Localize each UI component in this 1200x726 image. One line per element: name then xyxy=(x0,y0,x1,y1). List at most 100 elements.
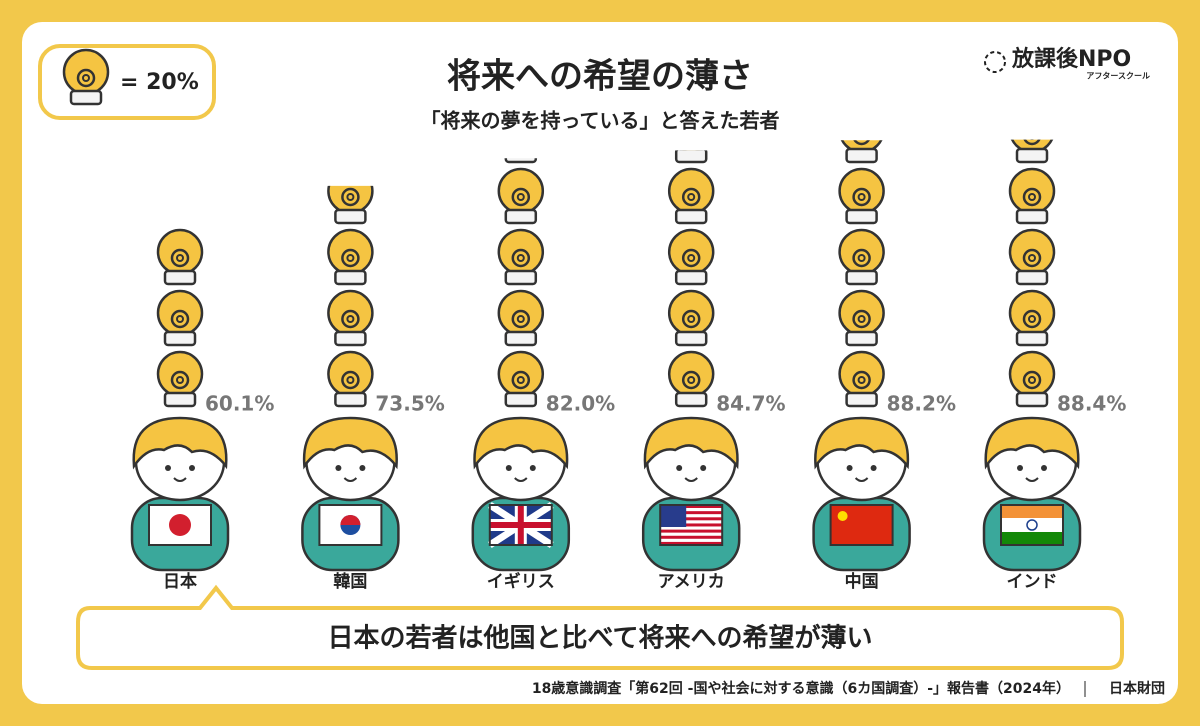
bulb-base xyxy=(674,150,708,164)
bulb-glass xyxy=(667,350,715,398)
bulb-base xyxy=(334,208,367,225)
bulb-base xyxy=(163,391,197,408)
flag-part xyxy=(660,541,723,545)
category-label: 中国 xyxy=(845,571,879,592)
child xyxy=(130,416,230,572)
flag xyxy=(318,504,383,546)
filament xyxy=(341,309,360,329)
bulb-base xyxy=(69,89,103,106)
bulb-stack xyxy=(667,150,715,408)
filament-core xyxy=(857,376,866,384)
bulb-glass xyxy=(327,228,374,276)
child xyxy=(812,416,911,572)
filament xyxy=(852,309,871,329)
flag-part xyxy=(660,529,723,533)
eye xyxy=(1041,465,1047,471)
filament xyxy=(511,309,531,329)
category-label: イギリス xyxy=(487,572,555,592)
filament xyxy=(681,248,701,268)
bulb-glass xyxy=(156,350,204,398)
filament xyxy=(681,309,701,329)
flag-part xyxy=(660,505,687,527)
flag-border xyxy=(318,504,383,546)
category-label: アメリカ xyxy=(658,572,725,592)
bulb-base xyxy=(504,330,538,347)
child xyxy=(301,416,400,572)
filament-core xyxy=(516,315,525,323)
bulb-base xyxy=(334,330,367,347)
chart-subtitle: 「将来の夢を持っている」と答えた若者 xyxy=(421,109,780,133)
bulb-base xyxy=(845,269,878,286)
mouth xyxy=(684,477,698,482)
legend-label: = 20% xyxy=(120,70,199,95)
filament-core xyxy=(687,193,696,201)
bulb-base xyxy=(334,391,367,408)
bulb-glass xyxy=(1008,167,1056,215)
publisher: 日本財団 xyxy=(1109,680,1165,697)
eye xyxy=(505,465,512,471)
eye xyxy=(359,465,366,471)
eye xyxy=(700,465,707,471)
partial-bulb xyxy=(840,140,883,164)
bulb-glass xyxy=(838,289,885,337)
bulb-base xyxy=(845,330,878,347)
value-label: 88.4% xyxy=(1057,392,1126,416)
filament-core xyxy=(516,376,525,384)
flag-part xyxy=(660,523,723,527)
filament xyxy=(1022,248,1042,268)
filament xyxy=(76,68,96,88)
filament xyxy=(341,248,360,268)
filament xyxy=(681,187,701,207)
bulb-base xyxy=(163,330,197,347)
filament xyxy=(170,248,190,268)
callout: 日本の若者は他国と比べて将来への希望が薄い xyxy=(328,623,873,654)
bulb-stack xyxy=(327,185,374,408)
filament-core xyxy=(857,315,866,323)
flag-border xyxy=(829,504,894,546)
partial-bulb xyxy=(327,185,374,225)
filament-core xyxy=(176,315,184,323)
flag xyxy=(148,504,212,546)
flag-border xyxy=(1000,504,1064,546)
bulb-base xyxy=(504,208,538,225)
filament-core xyxy=(176,254,184,262)
filament xyxy=(511,248,531,268)
hair xyxy=(643,416,739,470)
filament-core xyxy=(857,193,866,201)
bulb-base xyxy=(163,269,197,286)
hair xyxy=(302,416,398,470)
bulb-base xyxy=(845,208,878,225)
filament-core xyxy=(1028,376,1036,384)
filament-core xyxy=(1028,254,1036,262)
filament-core xyxy=(346,193,355,201)
bulb-glass xyxy=(62,48,110,96)
bulb-glass xyxy=(838,228,885,276)
bulb-base xyxy=(1015,269,1049,286)
filament xyxy=(681,370,701,390)
bulb-base xyxy=(334,269,367,286)
mouth xyxy=(1025,477,1039,482)
filament-core xyxy=(516,193,525,201)
filament-core xyxy=(687,376,696,384)
filament xyxy=(341,187,360,207)
flag xyxy=(659,504,724,546)
filament-core xyxy=(346,376,355,384)
flag-part xyxy=(1001,532,1063,545)
category-label: インド xyxy=(1007,572,1058,592)
filament-core xyxy=(516,254,525,262)
filament-core xyxy=(346,315,355,323)
mouth xyxy=(173,477,187,482)
logo-icon xyxy=(984,51,1006,73)
bulb-glass xyxy=(1008,350,1056,398)
bulb-glass xyxy=(497,167,545,215)
mouth xyxy=(854,477,869,482)
flag xyxy=(1000,504,1064,546)
bulb-base xyxy=(845,391,878,408)
eye xyxy=(529,465,536,471)
filament-core xyxy=(82,74,90,82)
category-label: 韓国 xyxy=(333,571,367,592)
flag-part xyxy=(660,505,723,508)
value-label: 88.2% xyxy=(887,392,956,416)
logo: 放課後NPO xyxy=(1011,46,1131,72)
bulb-base xyxy=(674,269,708,286)
